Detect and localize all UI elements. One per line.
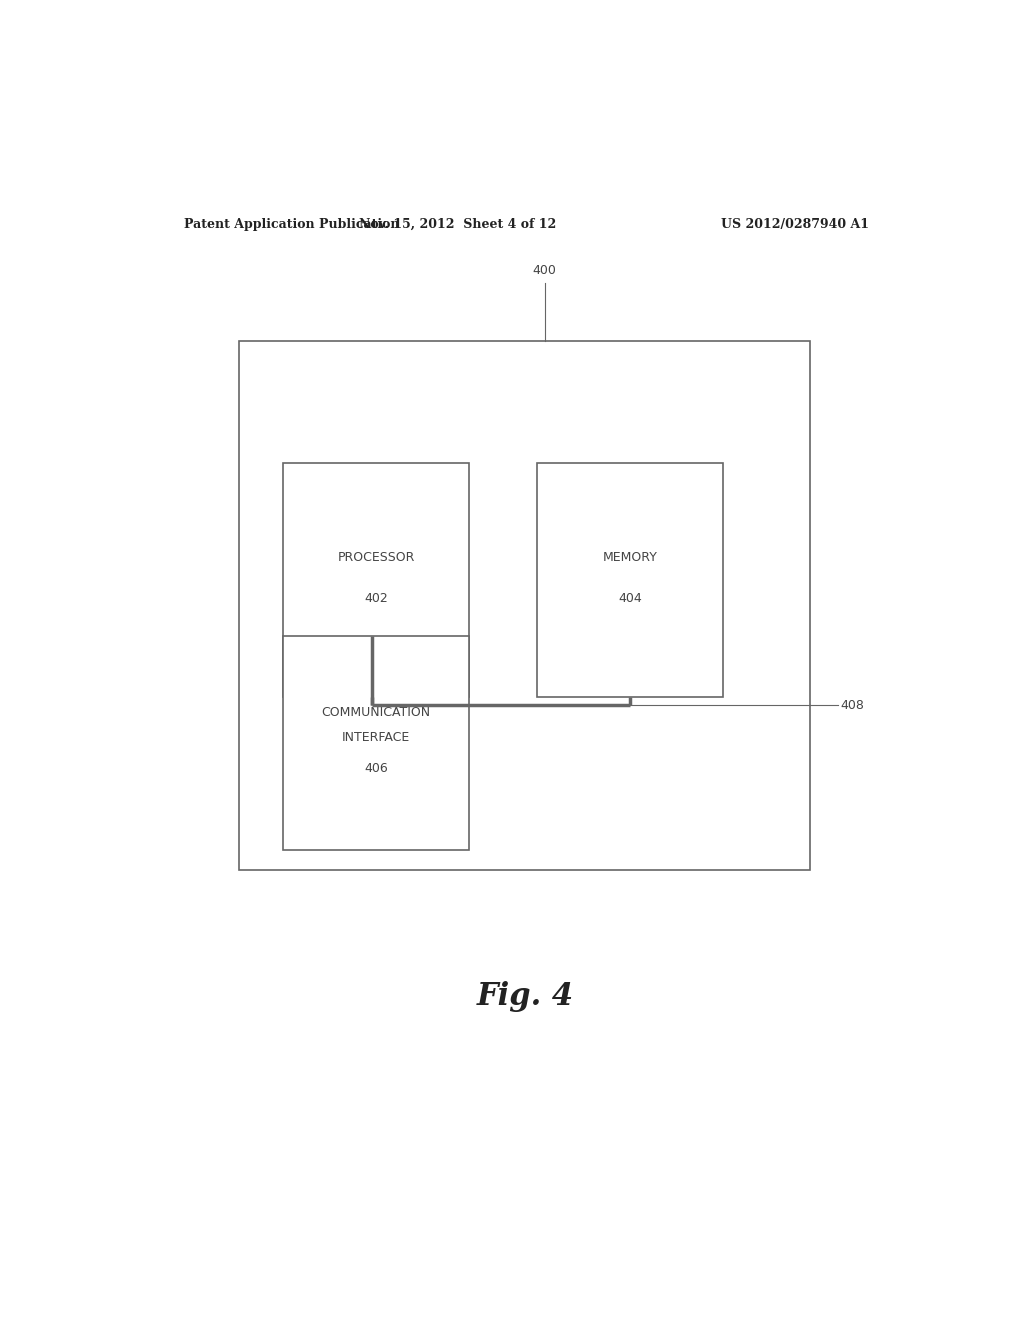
Text: US 2012/0287940 A1: US 2012/0287940 A1 <box>721 218 868 231</box>
Text: Patent Application Publication: Patent Application Publication <box>183 218 399 231</box>
Bar <box>537 463 723 697</box>
Text: PROCESSOR: PROCESSOR <box>337 552 415 565</box>
Text: 406: 406 <box>365 762 388 775</box>
Text: MEMORY: MEMORY <box>602 552 657 565</box>
Text: INTERFACE: INTERFACE <box>342 731 411 744</box>
Text: COMMUNICATION: COMMUNICATION <box>322 706 430 719</box>
Text: 408: 408 <box>841 698 864 711</box>
Text: Fig. 4: Fig. 4 <box>476 982 573 1012</box>
Bar <box>283 463 469 697</box>
Text: 402: 402 <box>365 591 388 605</box>
Text: 404: 404 <box>618 591 642 605</box>
Bar <box>283 636 469 850</box>
Text: Nov. 15, 2012  Sheet 4 of 12: Nov. 15, 2012 Sheet 4 of 12 <box>358 218 556 231</box>
Bar <box>240 342 811 870</box>
Text: 400: 400 <box>532 264 557 277</box>
